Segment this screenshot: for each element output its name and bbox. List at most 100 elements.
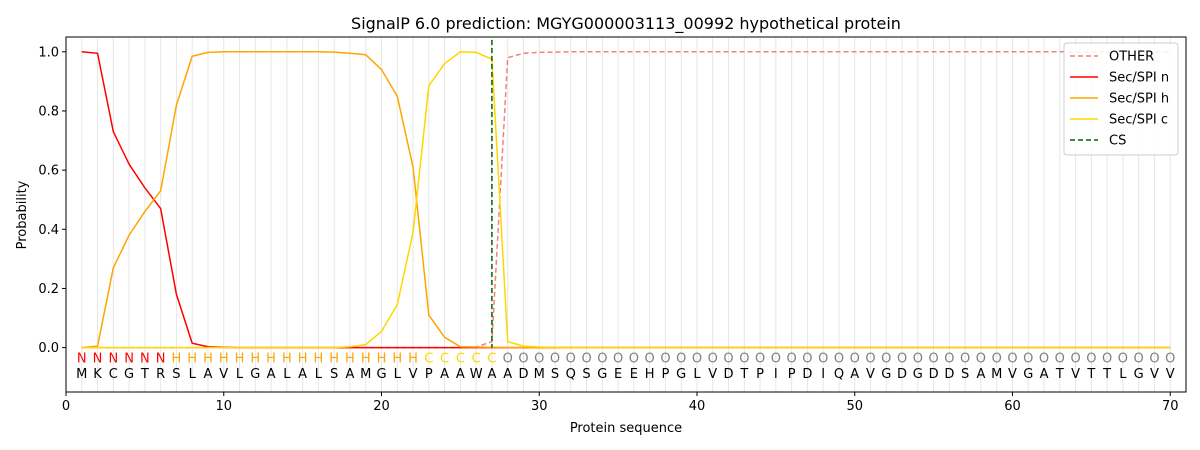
residue-letter: L [283, 367, 291, 382]
residue-letter: A [267, 367, 276, 382]
residue-letter: M [76, 367, 87, 382]
residue-letter: A [298, 367, 307, 382]
residue-letter: A [204, 367, 213, 382]
y-tick-label: 0.8 [38, 104, 59, 119]
series-layer [81, 39, 1171, 349]
residue-letter: I [774, 367, 778, 382]
residue-letter: L [1119, 367, 1127, 382]
region-label: H [219, 351, 229, 366]
region-label: O [1007, 351, 1017, 366]
region-label: H [361, 351, 371, 366]
residue-letter: L [693, 367, 701, 382]
residue-letter: V [866, 367, 875, 382]
region-label: O [692, 351, 702, 366]
chart-title: SignalP 6.0 prediction: MGYG000003113_00… [351, 14, 901, 34]
residue-letter: S [551, 367, 559, 382]
x-tick-label: 60 [1004, 399, 1021, 414]
region-label: O [897, 351, 907, 366]
series-line-sec-spi-h [81, 51, 1171, 349]
region-label: O [1023, 351, 1033, 366]
region-label: N [140, 351, 150, 366]
region-label: O [1055, 351, 1065, 366]
residue-letter: A [487, 367, 496, 382]
legend-label: CS [1109, 134, 1126, 149]
region-label: N [93, 351, 103, 366]
residue-letter: D [897, 367, 907, 382]
region-label: N [77, 351, 87, 366]
residue-letter: V [1071, 367, 1080, 382]
residue-letter: M [991, 367, 1002, 382]
residue-letter: V [409, 367, 418, 382]
y-tick-label: 0.0 [38, 341, 59, 356]
residue-letter: G [250, 367, 260, 382]
x-tick-label: 0 [62, 399, 70, 414]
y-tick-label: 0.4 [38, 223, 59, 238]
region-label: O [629, 351, 639, 366]
region-label: C [487, 351, 496, 366]
region-label: O [787, 351, 797, 366]
region-label: O [550, 351, 560, 366]
legend-label: Sec/SPI n [1109, 71, 1169, 86]
region-label: O [645, 351, 655, 366]
series-line-sec-spi-n [81, 51, 1171, 349]
region-label: N [156, 351, 166, 366]
region-label: O [960, 351, 970, 366]
residue-letter: V [1008, 367, 1017, 382]
region-label: O [518, 351, 528, 366]
residue-letter: Q [566, 367, 576, 382]
region-label: C [456, 351, 465, 366]
residue-letter: L [315, 367, 323, 382]
region-label: O [771, 351, 781, 366]
residue-letter: S [582, 367, 590, 382]
residue-letter: G [676, 367, 686, 382]
region-label: O [928, 351, 938, 366]
tick-layer: 0 10 20 30 40 50 60 70 0.0 0.2 0.4 0.6 0.8 1.0 [38, 45, 1178, 414]
residue-letter: Q [834, 367, 844, 382]
grid-layer [81, 37, 1171, 392]
region-label: O [802, 351, 812, 366]
region-label: H [282, 351, 292, 366]
region-label: H [392, 351, 402, 366]
region-label: O [597, 351, 607, 366]
residue-letter: V [1166, 367, 1175, 382]
x-tick-label: 50 [846, 399, 863, 414]
region-label: O [660, 351, 670, 366]
region-label: H [314, 351, 324, 366]
residue-letter: L [189, 367, 197, 382]
residue-letter: R [156, 367, 165, 382]
region-label: C [424, 351, 433, 366]
region-label: O [503, 351, 513, 366]
region-label: O [865, 351, 875, 366]
region-label: O [1102, 351, 1112, 366]
series-line-sec-spi-c [81, 51, 1171, 349]
residue-letter: T [1102, 367, 1111, 382]
residue-letter: A [503, 367, 512, 382]
region-label: H [187, 351, 197, 366]
residue-letter: P [788, 367, 796, 382]
region-label: H [377, 351, 387, 366]
region-label: N [108, 351, 118, 366]
region-label: O [1165, 351, 1175, 366]
y-tick-label: 1.0 [38, 45, 59, 60]
region-label: O [613, 351, 623, 366]
residue-letter: D [944, 367, 954, 382]
x-axis-title: Protein sequence [570, 421, 682, 436]
legend: OTHER Sec/SPI n Sec/SPI h Sec/SPI c CS [1063, 42, 1179, 156]
region-label: O [818, 351, 828, 366]
legend-label: Sec/SPI c [1109, 113, 1168, 128]
region-label: H [172, 351, 182, 366]
residue-letter: P [425, 367, 433, 382]
series-line-other [81, 51, 1171, 349]
region-label: O [881, 351, 891, 366]
region-label: O [581, 351, 591, 366]
residue-letter: G [597, 367, 607, 382]
residue-letter: M [534, 367, 545, 382]
region-label: H [250, 351, 260, 366]
residue-letter: G [1134, 367, 1144, 382]
region-label: O [976, 351, 986, 366]
residue-letter: S [172, 367, 180, 382]
region-label: N [124, 351, 134, 366]
residue-letter: H [645, 367, 655, 382]
residue-letter: S [330, 367, 338, 382]
